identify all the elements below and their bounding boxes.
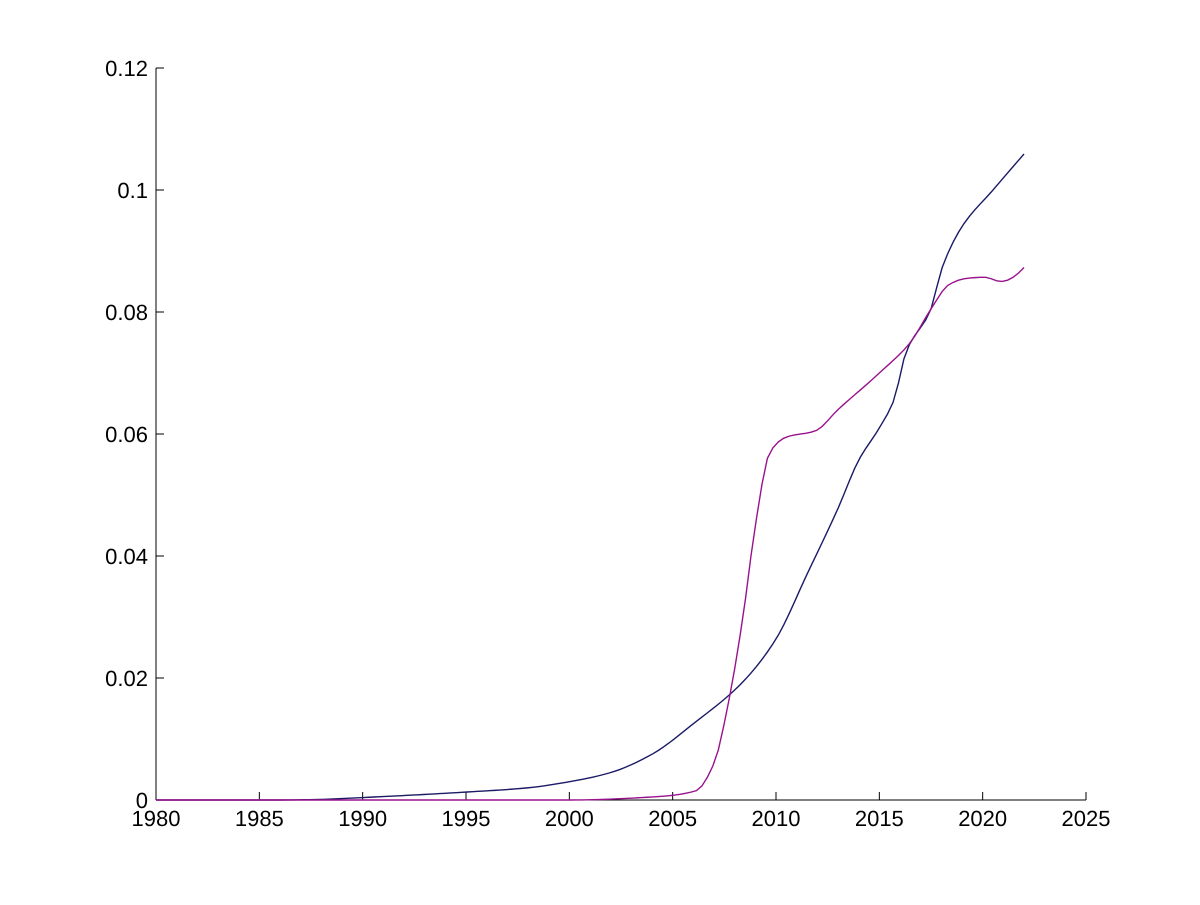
svg-text:0.02: 0.02	[105, 666, 148, 691]
svg-text:1995: 1995	[442, 806, 491, 831]
svg-text:2005: 2005	[648, 806, 697, 831]
svg-text:2025: 2025	[1062, 806, 1111, 831]
svg-text:2020: 2020	[958, 806, 1007, 831]
svg-text:1980: 1980	[132, 806, 181, 831]
svg-text:0.06: 0.06	[105, 422, 148, 447]
svg-text:0.1: 0.1	[117, 178, 148, 203]
svg-text:0.08: 0.08	[105, 300, 148, 325]
svg-text:2015: 2015	[855, 806, 904, 831]
svg-text:1990: 1990	[338, 806, 387, 831]
svg-text:0.12: 0.12	[105, 56, 148, 81]
svg-text:0.04: 0.04	[105, 544, 148, 569]
svg-text:1985: 1985	[235, 806, 284, 831]
svg-text:2000: 2000	[545, 806, 594, 831]
svg-text:2010: 2010	[752, 806, 801, 831]
